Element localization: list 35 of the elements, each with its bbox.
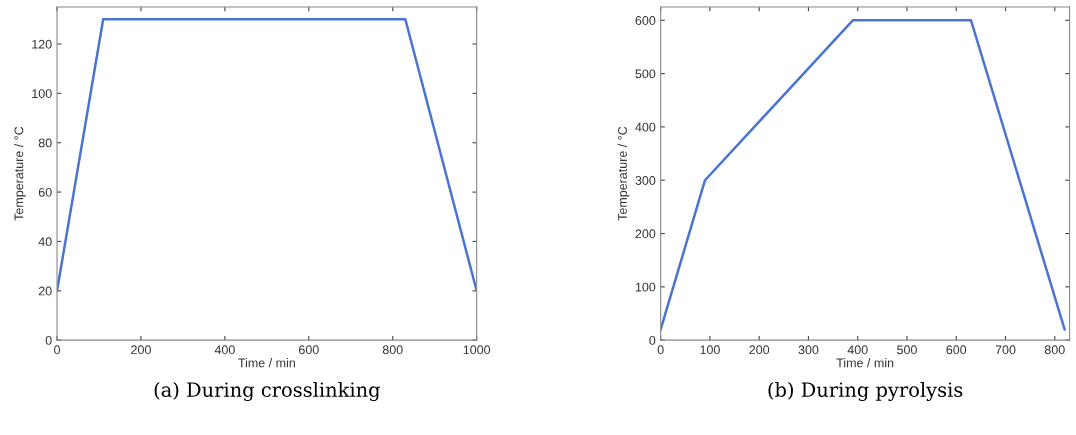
x-tick-label: 0: [657, 345, 664, 355]
y-tick-label: 500: [635, 69, 656, 79]
y-tick-label: 120: [32, 39, 52, 49]
x-tick-label: 200: [749, 345, 770, 355]
x-tick-label: 600: [946, 345, 967, 355]
x-tick-label: 100: [700, 345, 720, 355]
x-tick-label: 600: [299, 345, 319, 355]
y-axis-title: Temperature / °C: [14, 126, 26, 221]
x-tick-label: 0: [54, 345, 61, 355]
x-axis-title: Time / min: [238, 358, 295, 368]
y-tick-label: 20: [38, 286, 52, 296]
x-axis-title: Time / min: [836, 358, 894, 368]
y-tick-label: 200: [635, 229, 656, 239]
y-tick-label: 0: [649, 335, 656, 345]
x-tick-label: 400: [847, 345, 868, 355]
y-tick-label: 0: [45, 335, 52, 345]
x-tick-label: 1000: [463, 345, 491, 355]
x-tick-label: 500: [897, 345, 917, 355]
y-tick-label: 60: [38, 187, 52, 197]
x-tick-label: 800: [1044, 345, 1065, 355]
y-axis-title: Temperature / °C: [617, 126, 630, 221]
text: (a) During crosslinking: [154, 381, 381, 402]
y-tick-label: 300: [635, 176, 656, 185]
x-tick-label: 800: [382, 345, 403, 355]
x-tick-label: 700: [995, 345, 1016, 355]
y-tick-label: 100: [635, 282, 656, 292]
y-tick-label: 100: [32, 89, 52, 98]
x-tick-label: 400: [214, 345, 235, 355]
y-tick-label: 40: [38, 237, 52, 247]
y-tick-label: 600: [635, 16, 656, 25]
x-tick-label: 300: [798, 345, 819, 355]
y-tick-label: 400: [635, 122, 656, 132]
text: (b) During pyrolysis: [768, 381, 963, 402]
x-tick-label: 200: [131, 345, 151, 355]
y-tick-label: 80: [38, 138, 52, 148]
